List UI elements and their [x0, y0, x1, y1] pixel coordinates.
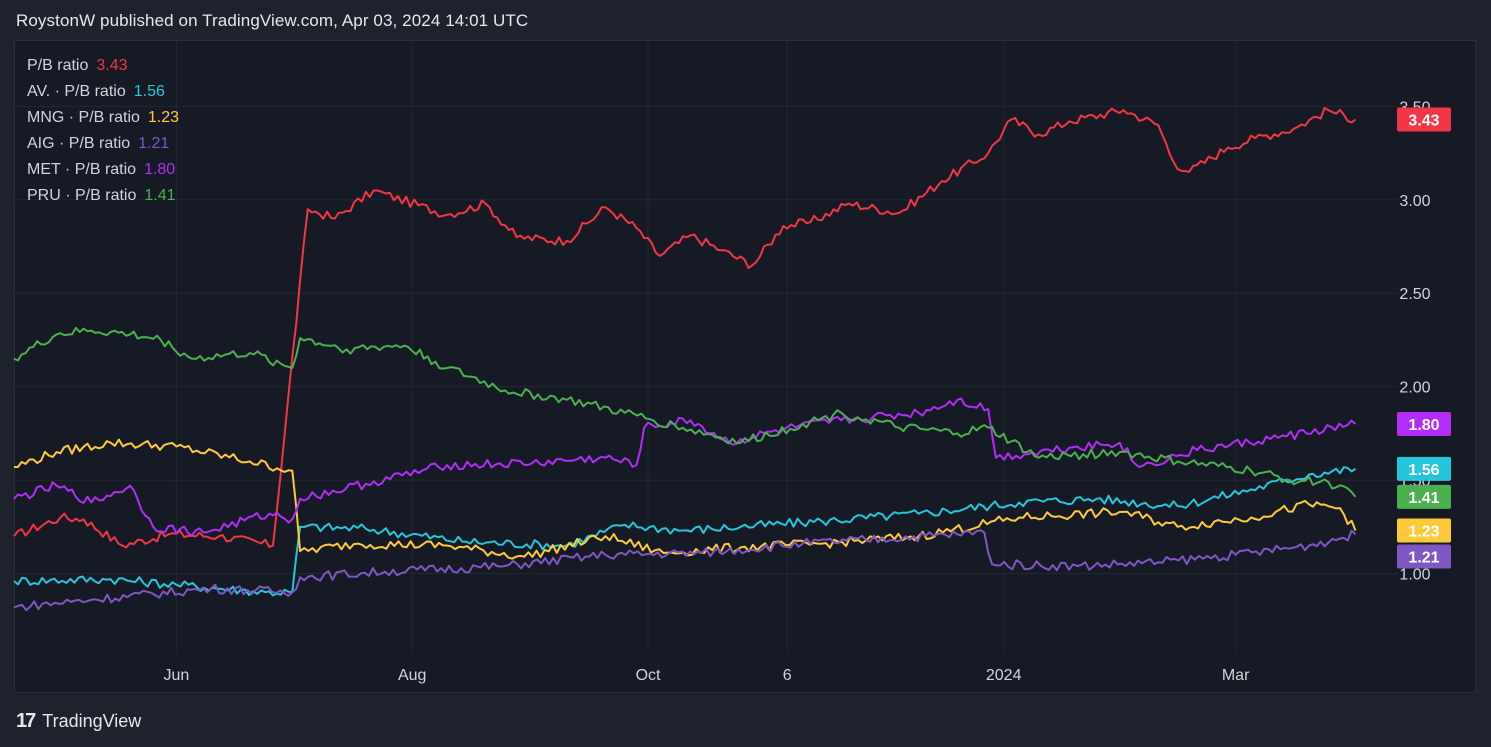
x-tick-label: Jun: [163, 667, 189, 684]
legend-label: PRU · P/B ratio: [27, 187, 137, 204]
publish-header: RoystonW published on TradingView.com, A…: [16, 11, 529, 30]
price-badge: 1.80: [1397, 412, 1451, 437]
legend-value: 1.21: [138, 135, 170, 152]
y-tick-label: 2.50: [1399, 286, 1430, 303]
svg-text:1.56: 1.56: [1408, 462, 1439, 479]
svg-text:1.80: 1.80: [1408, 417, 1439, 434]
svg-text:3.43: 3.43: [1408, 112, 1439, 129]
series-lines: [13, 107, 1357, 612]
svg-text:1.23: 1.23: [1408, 524, 1439, 541]
legend-label: AV. · P/B ratio: [27, 83, 126, 100]
y-tick-label: 2.00: [1399, 380, 1430, 397]
legend-value: 3.43: [96, 57, 128, 74]
x-axis: Jun Aug Oct 6 2024 Mar: [163, 667, 1250, 684]
y-axis: 1.001.502.002.503.003.50: [1399, 99, 1430, 583]
price-badges: 3.43 1.80 1.56 1.41 1.23 1.21: [1397, 107, 1451, 569]
legend-item[interactable]: MET · P/B ratio 1.80: [27, 157, 179, 183]
svg-text:1.21: 1.21: [1408, 550, 1439, 567]
legend-item[interactable]: AV. · P/B ratio 1.56: [27, 79, 179, 105]
x-tick-label: Mar: [1222, 667, 1250, 684]
legend-value: 1.80: [144, 161, 176, 178]
x-tick-label: Aug: [398, 667, 426, 684]
svg-text:1.41: 1.41: [1408, 490, 1439, 507]
y-tick-label: 3.00: [1399, 193, 1430, 210]
price-badge: 3.43: [1397, 107, 1451, 132]
legend-value: 1.56: [133, 83, 165, 100]
footer: 17 TradingView: [16, 710, 141, 733]
price-badge: 1.56: [1397, 456, 1451, 481]
tradingview-logo-icon: 17: [16, 710, 36, 732]
series-line[interactable]: [14, 438, 1357, 560]
legend-item[interactable]: MNG · P/B ratio 1.23: [27, 105, 179, 131]
legend-value: 1.23: [147, 109, 180, 126]
series-line[interactable]: [13, 326, 1357, 498]
series-line[interactable]: [13, 397, 1357, 537]
brand-name: TradingView: [42, 711, 142, 731]
x-tick-label: 6: [783, 667, 792, 684]
series-line[interactable]: [13, 107, 1357, 549]
legend: P/B ratio 3.43 AV. · P/B ratio 1.56 MNG · P/…: [27, 53, 179, 209]
grid-lines: [14, 41, 1398, 652]
legend-value: 1.41: [144, 187, 176, 204]
legend-label: MNG · P/B ratio: [27, 109, 140, 126]
price-badge: 1.41: [1397, 484, 1451, 509]
series-line[interactable]: [13, 466, 1357, 597]
x-tick-label: 2024: [986, 667, 1022, 684]
x-tick-label: Oct: [636, 667, 661, 684]
price-badge: 1.23: [1397, 518, 1451, 543]
price-badge: 1.21: [1397, 544, 1451, 569]
legend-item[interactable]: P/B ratio 3.43: [27, 53, 179, 79]
legend-item[interactable]: AIG · P/B ratio 1.21: [27, 131, 179, 157]
series-line[interactable]: [13, 529, 1357, 612]
y-tick-label: 1.00: [1399, 567, 1430, 584]
legend-label: AIG · P/B ratio: [27, 135, 131, 152]
legend-label: MET · P/B ratio: [27, 161, 137, 178]
legend-item[interactable]: PRU · P/B ratio 1.41: [27, 183, 179, 209]
legend-label: P/B ratio: [27, 57, 89, 74]
